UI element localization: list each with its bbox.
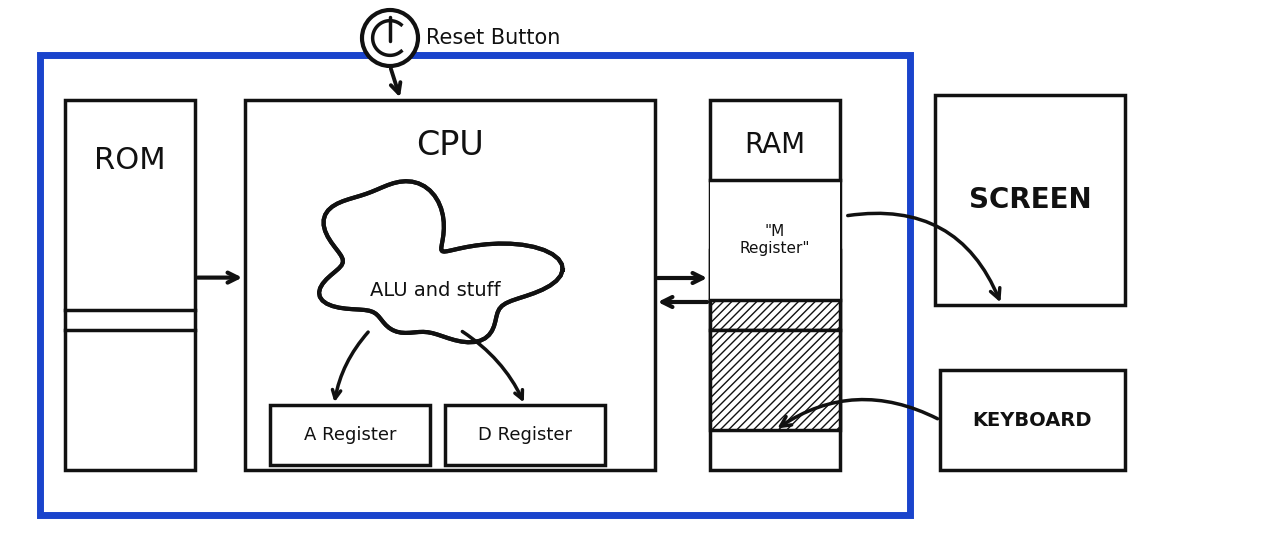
- Text: Reset Button: Reset Button: [426, 28, 561, 48]
- Text: D Register: D Register: [477, 426, 572, 444]
- Text: ROM: ROM: [95, 146, 166, 175]
- Bar: [940, 370, 1125, 470]
- Bar: [445, 405, 605, 465]
- Bar: [710, 180, 840, 300]
- Bar: [270, 405, 430, 465]
- Text: KEYBOARD: KEYBOARD: [973, 410, 1092, 430]
- Bar: [710, 100, 840, 470]
- Bar: [40, 55, 910, 515]
- Text: CPU: CPU: [416, 128, 484, 161]
- Text: ALU and stuff: ALU and stuff: [370, 281, 500, 300]
- Text: RAM: RAM: [745, 131, 805, 159]
- Circle shape: [362, 10, 419, 66]
- Bar: [244, 100, 655, 470]
- Polygon shape: [319, 181, 563, 342]
- Bar: [934, 95, 1125, 305]
- Text: "M
Register": "M Register": [740, 224, 810, 256]
- Bar: [710, 330, 840, 430]
- Text: SCREEN: SCREEN: [969, 186, 1092, 214]
- Text: A Register: A Register: [303, 426, 397, 444]
- Bar: [710, 250, 840, 330]
- Bar: [65, 100, 195, 470]
